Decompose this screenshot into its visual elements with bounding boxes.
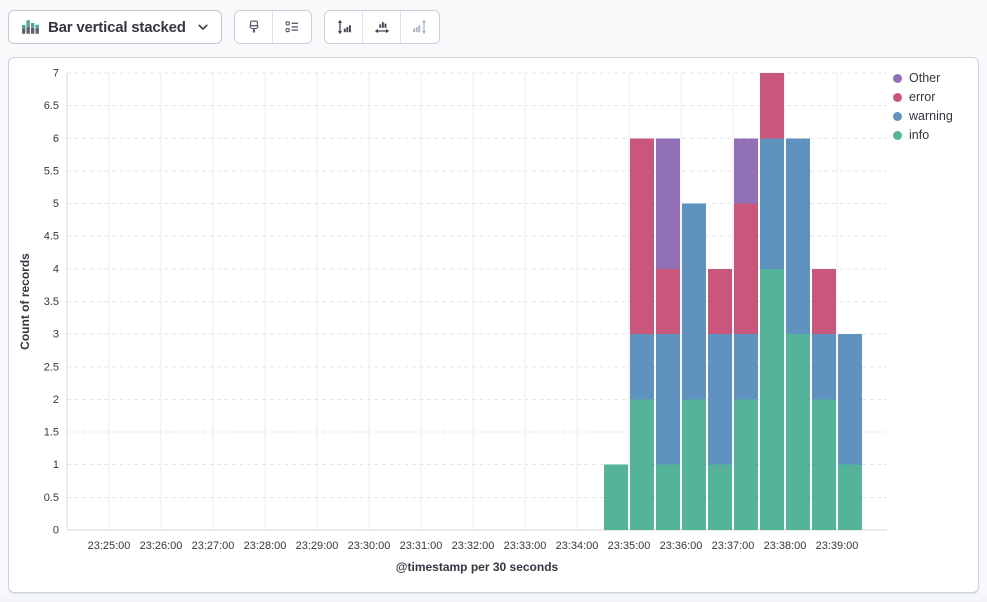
axis-bottom-icon xyxy=(374,22,389,34)
x-tick-label: 23:28:00 xyxy=(244,540,287,552)
legend-item-warning[interactable]: warning xyxy=(893,110,953,122)
bar-segment-warning[interactable] xyxy=(760,138,784,269)
x-tick-label: 23:36:00 xyxy=(660,540,703,552)
y-tick-label: 3 xyxy=(53,329,59,341)
bar-segment-warning[interactable] xyxy=(734,334,758,400)
chevron-down-icon xyxy=(198,24,208,30)
bar-segment-warning[interactable] xyxy=(708,334,732,465)
x-tick-label: 23:26:00 xyxy=(140,540,183,552)
y-tick-label: 3.5 xyxy=(44,296,59,308)
legend-item-info[interactable]: info xyxy=(893,129,953,141)
chart-toolbar: Bar vertical stacked xyxy=(8,10,440,44)
bar-segment-warning[interactable] xyxy=(630,334,654,400)
bar-segment-warning[interactable] xyxy=(812,334,836,400)
y-tick-label: 6.5 xyxy=(44,100,59,112)
bar-vertical-stacked-icon xyxy=(22,20,39,34)
chart-canvas[interactable]: 0 0.5 1 1.5 2 2.5 3 3.5 4 4.5 5 5.5 6 6.5 7 23:25:00 23:… xyxy=(9,58,976,590)
x-tick-label: 23:27:00 xyxy=(192,540,235,552)
y-tick-label: 1.5 xyxy=(44,427,59,439)
y-tick-label: 1 xyxy=(53,459,59,471)
y-tick-label: 5.5 xyxy=(44,165,59,177)
legend-label: Other xyxy=(909,71,941,85)
axis-right-icon xyxy=(413,19,427,35)
right-axis-button xyxy=(401,11,439,43)
legend-color-dot xyxy=(893,111,902,121)
chart-type-label: Bar vertical stacked xyxy=(48,18,186,36)
axis-button-group xyxy=(324,10,440,44)
chart-legend: Other error warning info xyxy=(893,72,953,141)
bar-segment-info[interactable] xyxy=(812,399,836,530)
y-tick-label: 2.5 xyxy=(44,361,59,373)
y-tick-label: 4.5 xyxy=(44,231,59,243)
bar-segment-info[interactable] xyxy=(760,268,784,530)
bar-segment-info[interactable] xyxy=(838,464,862,530)
bar-segment-error[interactable] xyxy=(630,138,654,335)
chart-type-selector[interactable]: Bar vertical stacked xyxy=(8,10,222,44)
x-tick-label: 23:32:00 xyxy=(452,540,495,552)
bar-segment-info[interactable] xyxy=(656,464,680,530)
bar-segment-Other[interactable] xyxy=(656,138,680,269)
x-tick-label: 23:35:00 xyxy=(608,540,651,552)
bar-segment-error[interactable] xyxy=(812,268,836,335)
legend-label: info xyxy=(909,128,930,142)
legend-color-dot xyxy=(893,130,902,140)
bar-segment-info[interactable] xyxy=(734,399,758,530)
x-tick-label: 23:30:00 xyxy=(348,540,391,552)
bar-segment-warning[interactable] xyxy=(786,138,810,335)
visual-options-button[interactable] xyxy=(235,11,273,43)
bar-segment-warning[interactable] xyxy=(656,334,680,465)
legend-item-error[interactable]: error xyxy=(893,91,953,103)
bar-segment-error[interactable] xyxy=(734,203,758,335)
bar-segment-Other[interactable] xyxy=(734,138,758,204)
legend-color-dot xyxy=(893,92,902,102)
y-tick-label: 2 xyxy=(53,394,59,406)
bar-segment-info[interactable] xyxy=(708,464,732,530)
bar-segment-warning[interactable] xyxy=(682,203,706,400)
bar-segment-error[interactable] xyxy=(708,268,732,335)
bar-segment-info[interactable] xyxy=(786,334,810,530)
y-tick-label: 0.5 xyxy=(44,492,59,504)
x-axis-title: @timestamp per 30 seconds xyxy=(396,560,559,574)
y-tick-label: 4 xyxy=(53,263,59,275)
y-tick-label: 0 xyxy=(53,525,59,537)
visualization-panel: 0 0.5 1 1.5 2 2.5 3 3.5 4 4.5 5 5.5 6 6.5 7 23:25:00 23:… xyxy=(8,57,979,593)
y-tick-label: 6 xyxy=(53,133,59,145)
y-tick-label: 7 xyxy=(53,68,59,80)
bar-segment-error[interactable] xyxy=(656,268,680,335)
bar-segment-warning[interactable] xyxy=(838,334,862,465)
legend-button[interactable] xyxy=(273,11,311,43)
x-tick-label: 23:29:00 xyxy=(296,540,339,552)
left-axis-button[interactable] xyxy=(325,11,363,43)
legend-label: error xyxy=(909,90,936,104)
legend-color-dot xyxy=(893,73,902,83)
legend-label: warning xyxy=(909,109,953,123)
x-tick-label: 23:37:00 xyxy=(712,540,755,552)
bar-segment-info[interactable] xyxy=(682,399,706,530)
x-tick-label: 23:25:00 xyxy=(88,540,131,552)
y-tick-label: 5 xyxy=(53,198,59,210)
bar-segment-info[interactable] xyxy=(630,399,654,530)
chart-options-button-group xyxy=(234,10,312,44)
bottom-axis-button[interactable] xyxy=(363,11,401,43)
bar-segment-info[interactable] xyxy=(604,464,628,530)
brush-icon xyxy=(248,20,259,33)
x-tick-label: 23:38:00 xyxy=(764,540,807,552)
legend-list-icon xyxy=(285,21,298,33)
x-tick-label: 23:31:00 xyxy=(400,540,443,552)
x-tick-label: 23:39:00 xyxy=(816,540,859,552)
y-axis-title: Count of records xyxy=(18,253,32,350)
x-tick-label: 23:34:00 xyxy=(556,540,599,552)
page-background-strip xyxy=(0,594,987,602)
legend-item-other[interactable]: Other xyxy=(893,72,953,84)
x-tick-label: 23:33:00 xyxy=(504,540,547,552)
bar-segment-error[interactable] xyxy=(760,73,784,139)
axis-left-icon xyxy=(337,19,351,35)
